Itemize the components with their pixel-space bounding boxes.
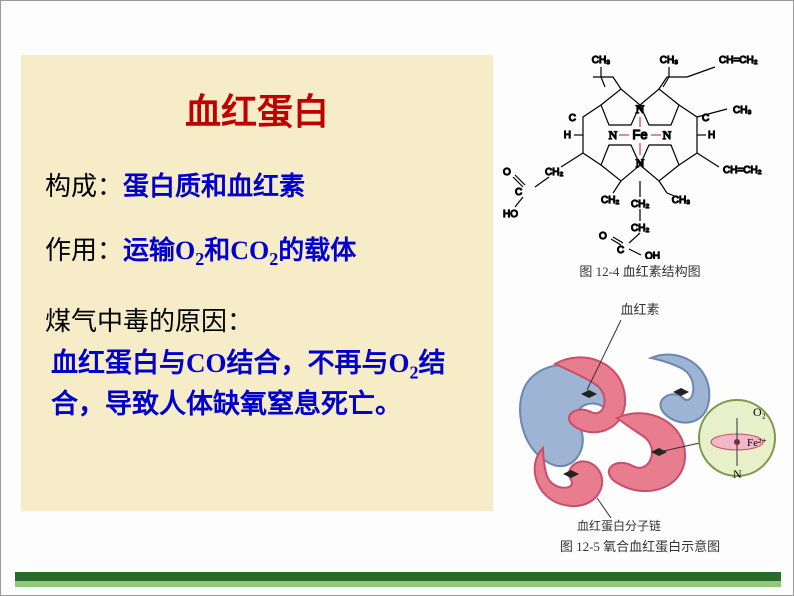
ct-s: 2 — [410, 362, 419, 382]
o-b: O — [599, 231, 607, 242]
bar-dark — [15, 572, 781, 581]
c-acid-b: C — [617, 245, 624, 256]
h-l: H — [564, 130, 571, 141]
ch2-l: CH₂ — [545, 167, 563, 178]
ho-l: HO — [503, 209, 518, 220]
c-acid-l: C — [515, 187, 522, 198]
composition-line: 构成：蛋白质和血红素 — [45, 169, 469, 205]
fv-p0: 运输O — [123, 236, 195, 265]
function-value: 运输O2和CO2的载体 — [123, 236, 356, 265]
callout-fe: Fe²⁺ — [747, 437, 767, 449]
function-line: 作用：运输O2和CO2的载体 — [45, 233, 469, 272]
c-l1: C — [569, 113, 576, 124]
N-left: N — [609, 128, 618, 142]
fe-label: Fe — [632, 127, 647, 142]
figure-2-toplabel: 血红素 — [501, 299, 779, 318]
oh-b: OH — [645, 251, 660, 259]
callout-o2: O₂ — [753, 405, 766, 419]
fv-s2: 2 — [269, 250, 278, 270]
text-panel: 血红蛋白 构成：蛋白质和血红素 作用：运输O2和CO2的载体 煤气中毒的原因： … — [21, 55, 493, 511]
cause-label: 煤气中毒的原因： — [45, 301, 469, 338]
ct-p0: 血红蛋白与CO结合，不再与O — [51, 348, 410, 378]
bottom-bar — [1, 573, 794, 587]
figure-1: Fe N N N N — [501, 27, 779, 280]
bar-light — [15, 581, 781, 587]
o-l: O — [503, 167, 511, 178]
figure-2-midlabel: 血红蛋白分子链 — [577, 518, 661, 532]
composition-label: 构成： — [45, 172, 123, 201]
vinyl-tr: CH=CH₂ — [719, 55, 758, 66]
hemoglobin-diagram: O₂ Fe²⁺ N 血红蛋白分子链 — [501, 318, 779, 532]
h-r: H — [708, 130, 715, 141]
figure-1-caption: 图 12-4 血红素结构图 — [501, 261, 779, 280]
heme-structure-diagram: Fe N N N N — [501, 27, 779, 259]
vinyl-r: CH=CH₂ — [723, 165, 762, 176]
ch3-r: CH₃ — [733, 105, 752, 116]
figure-2-caption: 图 12-5 氧合血红蛋白示意图 — [501, 536, 779, 555]
fv-s1: 2 — [195, 250, 204, 270]
fv-p1: 和CO — [204, 236, 269, 265]
cause-text: 血红蛋白与CO结合，不再与O2结合，导致人体缺氧窒息死亡。 — [45, 344, 469, 425]
title: 血红蛋白 — [45, 83, 469, 135]
N-right: N — [663, 128, 672, 142]
ch3-tr: CH₃ — [660, 55, 679, 66]
ch2-b1: CH₂ — [601, 195, 619, 206]
figure-2: 血红素 — [501, 299, 779, 555]
ch2-chain2: CH₂ — [631, 223, 649, 234]
function-label: 作用： — [45, 236, 123, 265]
callout-n: N — [733, 467, 742, 481]
ch3-tl: CH₃ — [592, 55, 611, 66]
fv-p2: 的载体 — [278, 236, 356, 265]
composition-value: 蛋白质和血红素 — [123, 172, 305, 201]
ch2-chain1: CH₂ — [631, 199, 649, 210]
slide: 血红蛋白 构成：蛋白质和血红素 作用：运输O2和CO2的载体 煤气中毒的原因： … — [0, 0, 794, 596]
